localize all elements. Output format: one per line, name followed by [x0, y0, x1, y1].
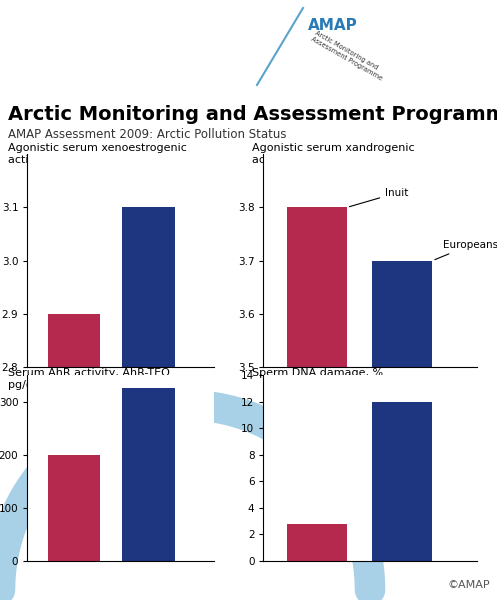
- Text: Sperm DNA damage, %: Sperm DNA damage, %: [252, 368, 383, 378]
- Bar: [48, 455, 100, 561]
- Text: Arctic Monitoring and Assessment Programme: Arctic Monitoring and Assessment Program…: [8, 105, 497, 124]
- Text: AMAP: AMAP: [308, 18, 358, 33]
- Bar: [122, 208, 174, 367]
- Bar: [287, 524, 347, 561]
- Text: Agonistic serum xenoestrogenic
activity (XER), XER/mL serum: Agonistic serum xenoestrogenic activity …: [8, 143, 187, 164]
- Text: Europeans: Europeans: [435, 240, 497, 260]
- Bar: [372, 260, 432, 367]
- Text: ©AMAP: ©AMAP: [447, 580, 490, 590]
- Text: Serum AhR activity, AhR-TEQ
pg/g serum lipid: Serum AhR activity, AhR-TEQ pg/g serum l…: [8, 368, 170, 389]
- Text: Inuit: Inuit: [349, 188, 409, 206]
- Bar: [122, 388, 174, 561]
- Bar: [372, 401, 432, 561]
- Text: Arctic Monitoring and
Assessment Programme: Arctic Monitoring and Assessment Program…: [310, 30, 387, 82]
- Text: AMAP Assessment 2009: Arctic Pollution Status: AMAP Assessment 2009: Arctic Pollution S…: [8, 128, 286, 141]
- Text: Agonistic serum xandrogenic
activity (XAR), XAR/mL serum: Agonistic serum xandrogenic activity (XA…: [252, 143, 418, 164]
- Bar: [48, 314, 100, 367]
- Bar: [287, 208, 347, 367]
